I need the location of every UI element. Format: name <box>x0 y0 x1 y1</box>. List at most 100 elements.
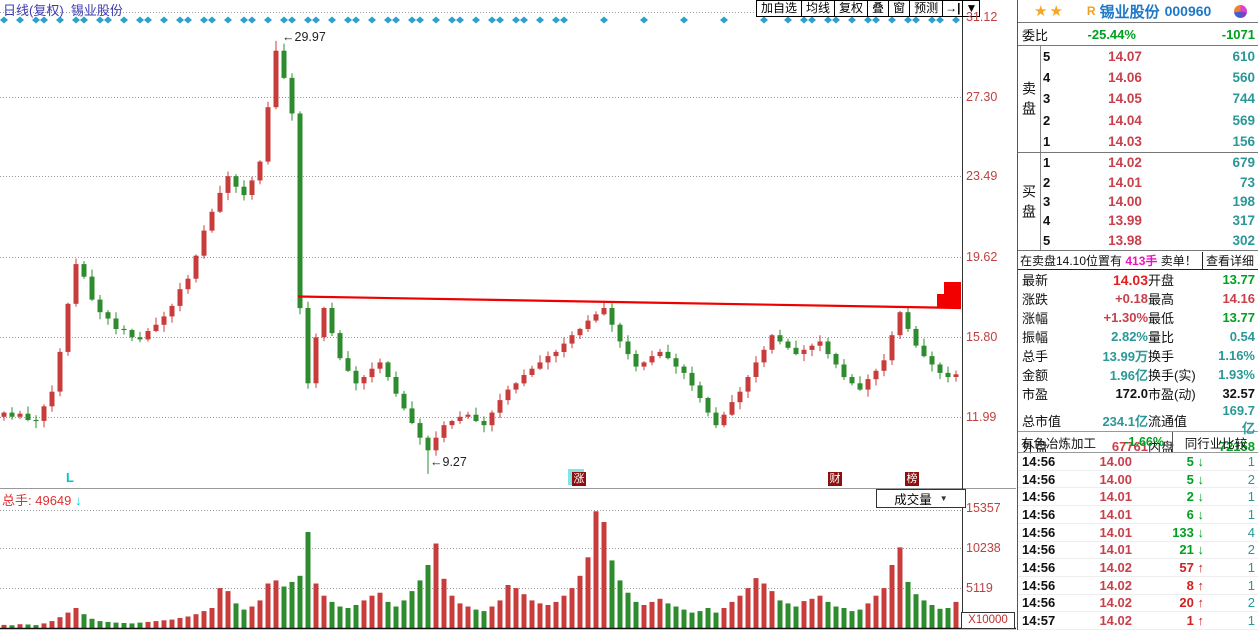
tick-row[interactable]: 14:56 14.01 133 ↓ 4 <box>1018 524 1258 542</box>
stats-row: 振幅 2.82% 量比 0.54 <box>1022 327 1255 346</box>
kline-chart-region[interactable]: 日线(复权) 锡业股份 加自选 均线 复权 叠 窗 预测 →| ▼ 31.12 2… <box>0 0 1017 630</box>
buy-volume: 302 <box>1232 232 1255 248</box>
notice-highlight: 413手 <box>1125 253 1158 268</box>
buy-row[interactable]: 5 13.98 302 <box>1043 233 1258 248</box>
sell-row[interactable]: 3 14.05 744 <box>1043 91 1258 106</box>
weibi-diff: -1071 <box>1221 26 1255 42</box>
event-marker-cai[interactable]: 财 <box>828 472 842 486</box>
stat-value: 13.77 <box>1222 310 1255 325</box>
sector-name: 有色冶炼加工 <box>1021 436 1097 451</box>
tick-row[interactable]: 14:56 14.02 8 ↑ 1 <box>1018 577 1258 595</box>
pie-chart-icon[interactable] <box>1234 4 1247 18</box>
stat-label: 振幅 <box>1022 330 1049 345</box>
stat-value: 13.77 <box>1222 272 1255 287</box>
tick-count: 1 <box>1247 506 1255 522</box>
stats-row: 市盈 172.0 市盈(动) 32.57 <box>1022 384 1255 403</box>
buy-level: 2 <box>1043 174 1051 190</box>
tick-count: 1 <box>1247 613 1255 629</box>
stat-value: 14.16 <box>1222 291 1255 306</box>
buy-row[interactable]: 1 14.02 679 <box>1043 155 1258 170</box>
sell-price: 14.07 <box>1108 49 1142 65</box>
sell-volume: 156 <box>1232 133 1255 149</box>
left-marker: L <box>66 470 74 485</box>
down-arrow-icon: ↓ <box>1197 524 1205 540</box>
tick-time: 14:56 <box>1022 577 1056 593</box>
tick-time: 14:56 <box>1022 560 1056 576</box>
stat-label: 总手 <box>1022 349 1049 364</box>
price-axis-label: 19.62 <box>966 250 998 264</box>
sell-price: 14.05 <box>1108 91 1142 107</box>
sell-row[interactable]: 4 14.06 560 <box>1043 70 1258 85</box>
price-axis-label: 23.49 <box>966 169 998 183</box>
tick-row[interactable]: 14:57 14.02 1 ↑ 1 <box>1018 612 1258 630</box>
sell-order-book: 卖盘 5 14.07 610 4 14.06 560 3 14.05 744 2 14.04 569 1… <box>1018 46 1258 153</box>
volume-total-label: 总手: <box>2 493 36 508</box>
buy-level: 1 <box>1043 155 1051 171</box>
buy-row[interactable]: 2 14.01 73 <box>1043 175 1258 190</box>
sell-book-label: 卖盘 <box>1022 80 1036 117</box>
tick-row[interactable]: 14:56 14.01 6 ↓ 1 <box>1018 506 1258 524</box>
toolbar-adjust-button[interactable]: 复权 <box>834 0 869 17</box>
buy-row[interactable]: 3 14.00 198 <box>1043 194 1258 209</box>
sell-price: 14.06 <box>1108 70 1142 86</box>
volume-axis-label: 15357 <box>966 501 1001 515</box>
up-arrow-icon: ↑ <box>1197 613 1205 629</box>
stat-value: 234.1亿 <box>1102 413 1148 429</box>
kline-candlestick-canvas[interactable] <box>0 0 1017 630</box>
tick-time: 14:56 <box>1022 524 1056 540</box>
favorite-stars-icon[interactable]: ★★ <box>1034 3 1065 20</box>
tick-row[interactable]: 14:56 14.01 21 ↓ 2 <box>1018 542 1258 560</box>
toolbar-add-watchlist-button[interactable]: 加自选 <box>756 0 803 17</box>
stat-label: 最新 <box>1022 273 1049 288</box>
tick-row[interactable]: 14:56 14.00 5 ↓ 2 <box>1018 471 1258 489</box>
sell-row[interactable]: 5 14.07 610 <box>1043 49 1258 64</box>
tick-count: 2 <box>1247 542 1255 558</box>
stats-row: 外盘 67761 内盘 72158 <box>1022 437 1255 456</box>
toolbar-window-button[interactable]: 窗 <box>888 0 911 17</box>
buy-volume: 317 <box>1232 213 1255 229</box>
toolbar-overlay-button[interactable]: 叠 <box>867 0 890 17</box>
tick-row[interactable]: 14:56 14.00 5 ↓ 1 <box>1018 453 1258 471</box>
view-details-link[interactable]: 查看详细 <box>1201 251 1257 269</box>
margin-r-badge: R <box>1086 4 1096 18</box>
buy-row[interactable]: 4 13.99 317 <box>1043 213 1258 228</box>
tick-price: 14.01 <box>1099 542 1132 558</box>
toolbar-dropdown-icon[interactable]: ▼ <box>962 0 981 17</box>
stat-label: 市盈 <box>1022 387 1049 402</box>
tick-row[interactable]: 14:56 14.02 57 ↑ 1 <box>1018 559 1258 577</box>
sell-price: 14.04 <box>1108 112 1142 128</box>
event-marker-bang[interactable]: 榜 <box>905 472 919 486</box>
down-arrow-icon: ↓ <box>1197 471 1205 487</box>
tick-row[interactable]: 14:56 14.01 2 ↓ 1 <box>1018 488 1258 507</box>
notice-text2: 卖单！ <box>1157 253 1197 268</box>
tick-count: 2 <box>1247 471 1255 487</box>
sell-level: 5 <box>1043 49 1051 65</box>
stat-label: 最高 <box>1148 292 1175 307</box>
stat-label: 总市值 <box>1022 413 1062 429</box>
sell-level: 3 <box>1043 91 1051 107</box>
tick-row[interactable]: 14:56 14.02 20 ↑ 2 <box>1018 595 1258 613</box>
sell-row[interactable]: 1 14.03 156 <box>1043 134 1258 149</box>
quote-panel: ★★ R 锡业股份 000960 委比 -25.44% -1071 卖盘 5 14… <box>1017 0 1258 630</box>
toolbar-ma-button[interactable]: 均线 <box>801 0 836 17</box>
event-marker-zhang[interactable]: 涨 <box>572 472 586 486</box>
industry-compare-button[interactable]: 同行业比较 <box>1172 432 1258 452</box>
stat-value: 72158 <box>1218 439 1255 454</box>
sell-volume: 744 <box>1232 91 1255 107</box>
stat-label: 涨幅 <box>1022 311 1049 326</box>
jump-to-latest-icon[interactable]: →| <box>942 0 964 17</box>
volume-indicator-select[interactable]: 成交量 ▼ <box>876 489 966 508</box>
chevron-down-icon: ▼ <box>939 494 948 503</box>
stat-label: 流通值 <box>1148 413 1188 429</box>
sector-percent: -1.66% <box>1124 435 1164 449</box>
high-annotation: ←29.97 <box>282 30 326 44</box>
stats-row: 总市值 234.1亿 流通值 169.7亿 <box>1022 403 1255 437</box>
sell-row[interactable]: 2 14.04 569 <box>1043 113 1258 128</box>
price-axis-label: 27.30 <box>966 90 998 104</box>
tick-count: 1 <box>1247 560 1255 576</box>
tick-volume: 2 ↓ <box>1186 489 1204 505</box>
toolbar-forecast-button[interactable]: 预测 <box>909 0 944 17</box>
sell-price: 14.03 <box>1108 133 1142 149</box>
volume-total: 总手: 49649 ↓ <box>2 490 82 509</box>
tick-count: 1 <box>1247 453 1255 469</box>
